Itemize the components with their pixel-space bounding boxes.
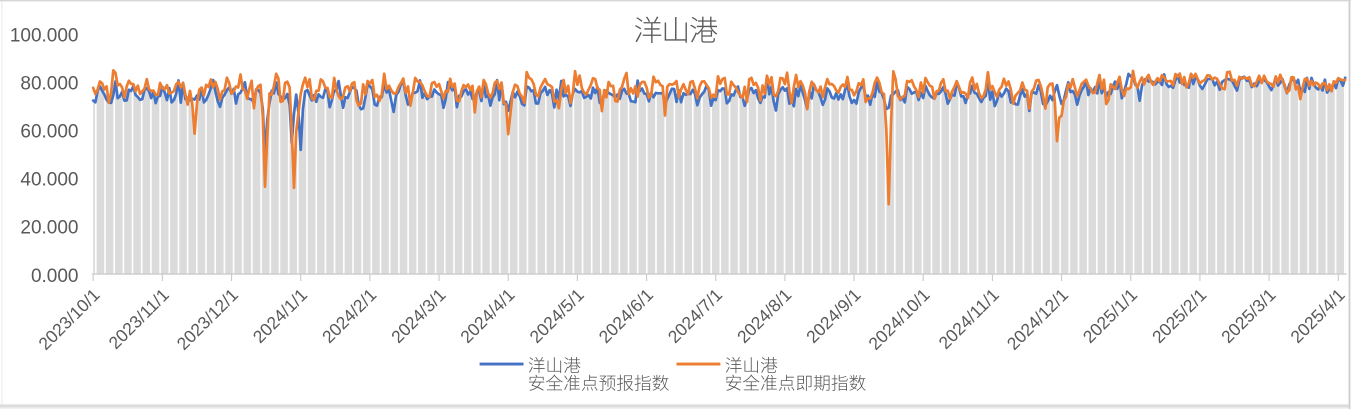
svg-text:60.000: 60.000	[20, 122, 78, 143]
svg-text:2024/4/1: 2024/4/1	[456, 285, 518, 347]
svg-text:40.000: 40.000	[20, 170, 78, 191]
svg-text:2024/12/1: 2024/12/1	[1003, 285, 1072, 354]
svg-text:2024/9/1: 2024/9/1	[802, 285, 864, 347]
svg-text:2025/4/1: 2025/4/1	[1286, 285, 1348, 347]
svg-text:2024/6/1: 2024/6/1	[595, 285, 657, 347]
svg-text:2024/10/1: 2024/10/1	[864, 285, 933, 354]
svg-text:2023/10/1: 2023/10/1	[34, 285, 103, 354]
svg-text:2024/7/1: 2024/7/1	[664, 285, 726, 347]
svg-text:2024/3/1: 2024/3/1	[387, 285, 449, 347]
svg-text:100.000: 100.000	[10, 25, 79, 46]
svg-text:80.000: 80.000	[20, 74, 78, 95]
svg-text:2025/3/1: 2025/3/1	[1217, 285, 1279, 347]
svg-text:2024/1/1: 2024/1/1	[249, 285, 311, 347]
svg-text:2024/11/1: 2024/11/1	[935, 285, 1003, 353]
svg-text:2024/2/1: 2024/2/1	[318, 285, 380, 347]
svg-text:2023/11/1: 2023/11/1	[105, 285, 173, 353]
svg-text:2023/12/1: 2023/12/1	[173, 285, 242, 354]
svg-text:2024/8/1: 2024/8/1	[733, 285, 795, 347]
svg-text:2024/5/1: 2024/5/1	[526, 285, 588, 347]
svg-text:2025/2/1: 2025/2/1	[1148, 285, 1210, 347]
svg-text:0.000: 0.000	[31, 266, 79, 287]
svg-text:2025/1/1: 2025/1/1	[1079, 285, 1141, 347]
svg-text:20.000: 20.000	[20, 218, 78, 239]
